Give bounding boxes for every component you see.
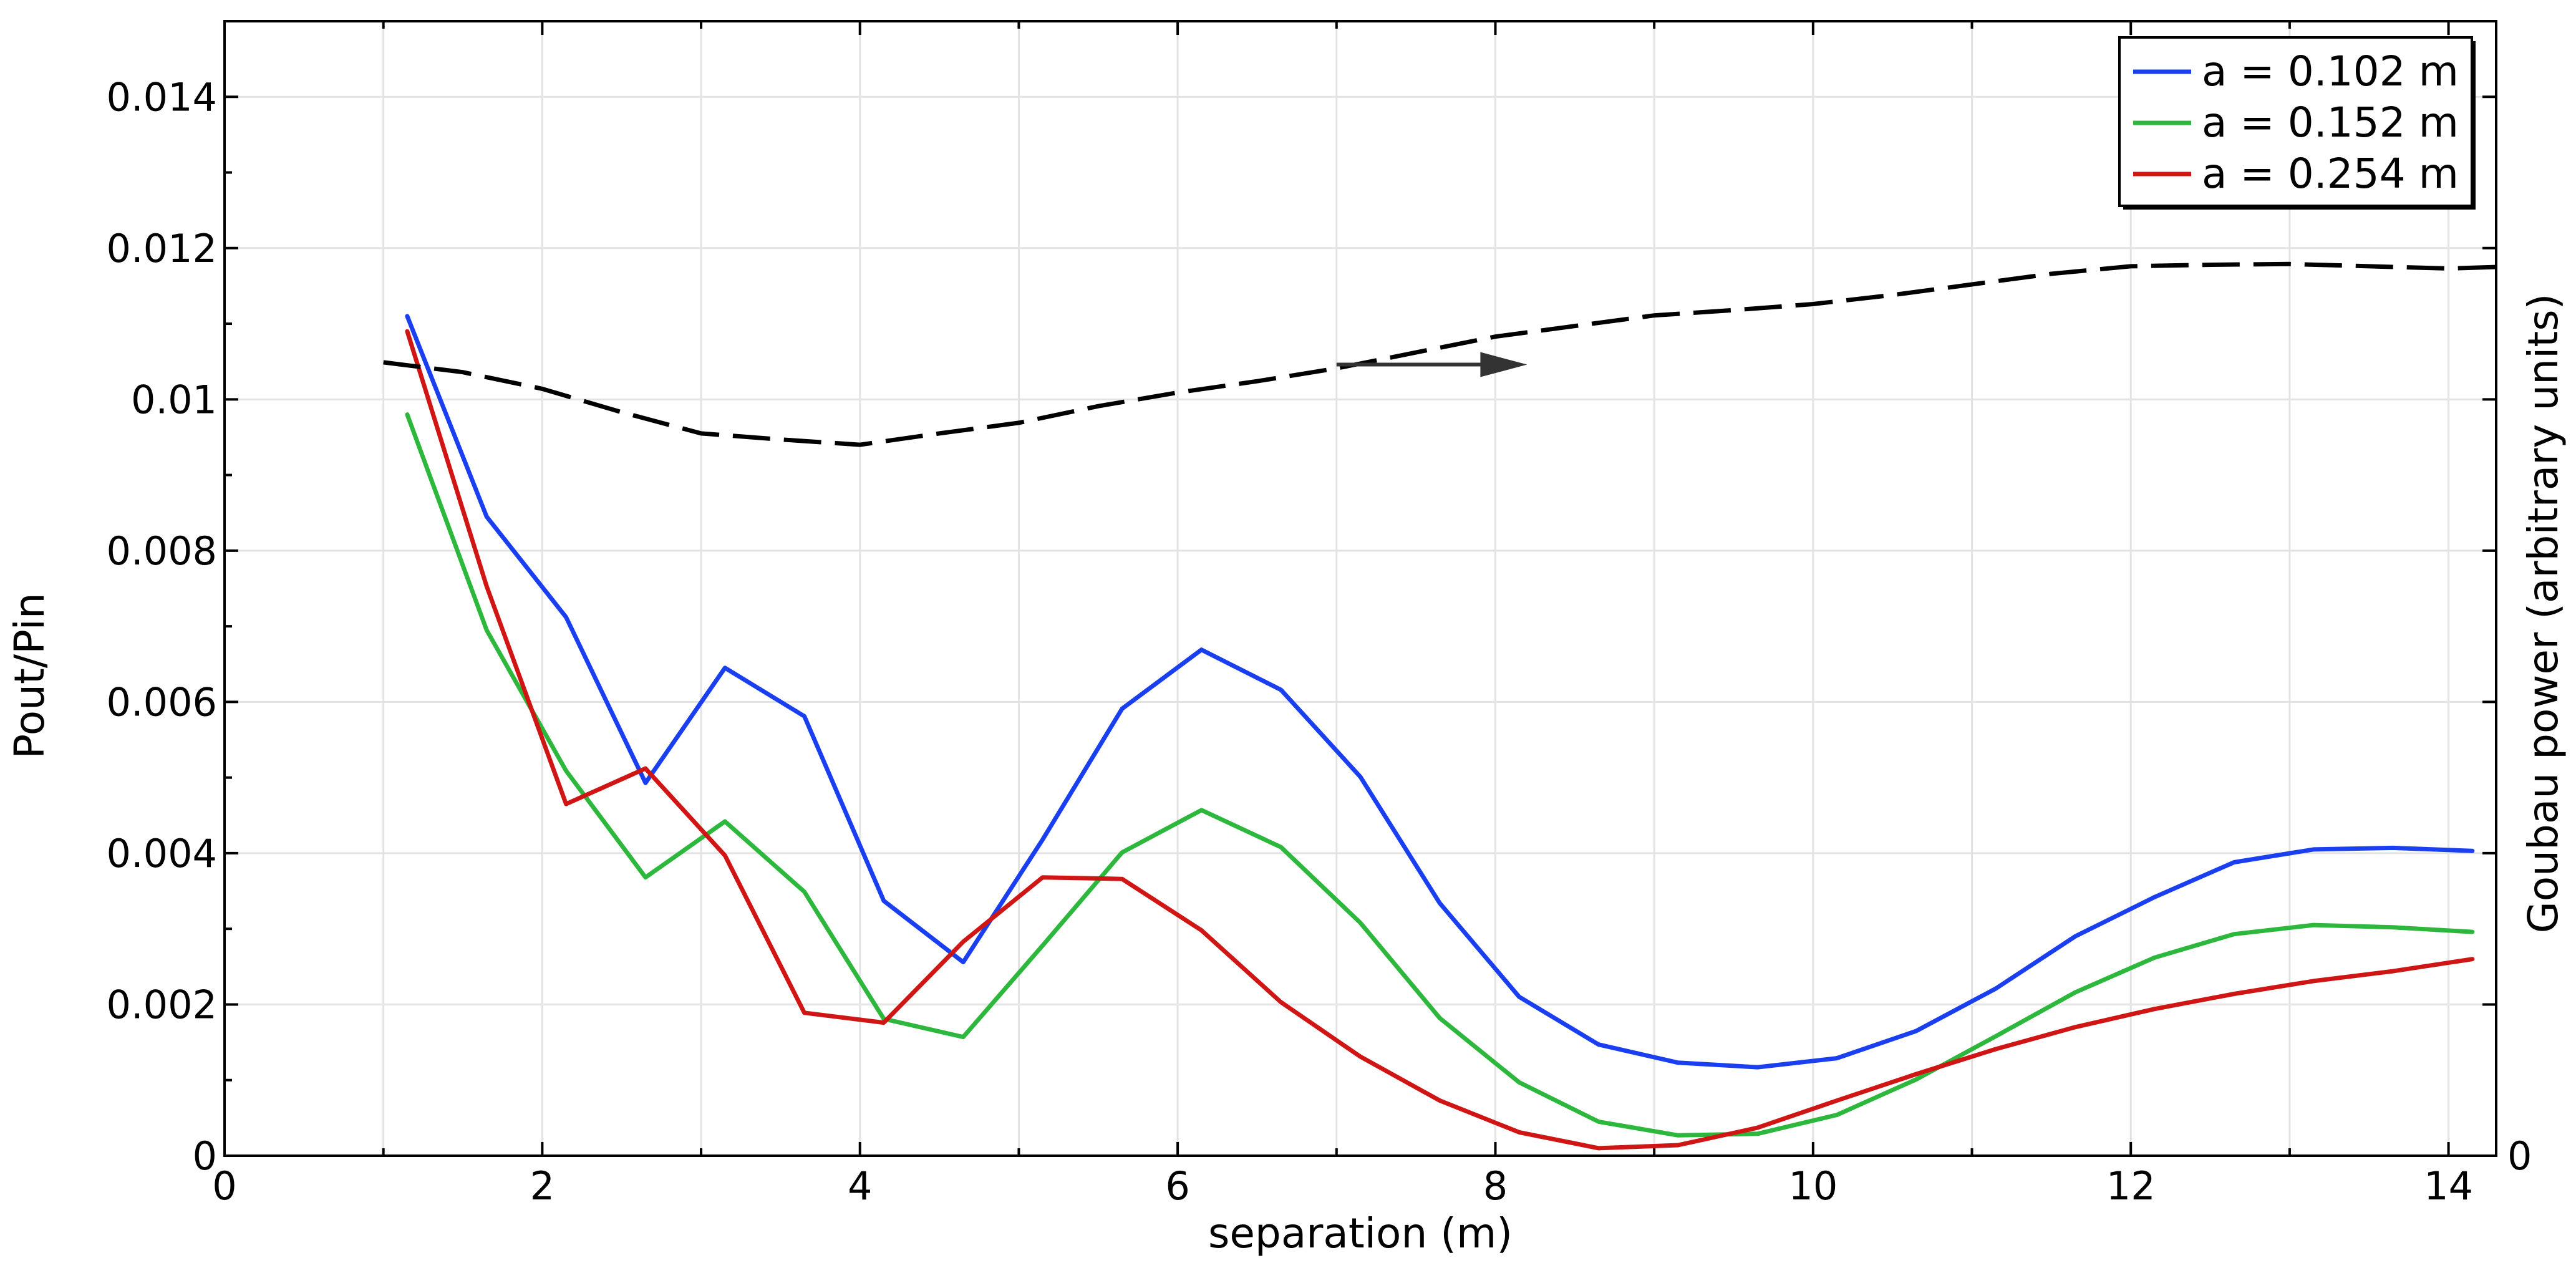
legend: a = 0.102 ma = 0.152 ma = 0.254 m xyxy=(2118,36,2476,210)
series-line-1 xyxy=(405,412,2475,1138)
y-tick-label: 0.004 xyxy=(107,831,218,876)
x-axis-label: separation (m) xyxy=(1208,1209,1513,1257)
x-tick-labels: 0 2 4 6 8 10 12 14 xyxy=(212,1163,2473,1209)
series-line-2 xyxy=(405,329,2475,1151)
legend-label: a = 0.254 m xyxy=(2202,150,2459,198)
annotations xyxy=(1336,352,1528,377)
y-tick-label: 0.012 xyxy=(107,226,218,271)
right-axis-zero-label: 0 xyxy=(2507,1133,2532,1179)
y-tick-label: 0.002 xyxy=(107,982,218,1027)
axis-ticks xyxy=(223,21,2496,1157)
y-axis-label: Pout/Pin xyxy=(6,593,54,758)
grid-lines xyxy=(225,21,2496,1156)
x-tick-label: 12 xyxy=(2106,1163,2156,1209)
series-line-0 xyxy=(405,314,2475,1070)
legend-label: a = 0.152 m xyxy=(2202,99,2459,147)
y-tick-labels: 0 0.002 0.004 0.006 0.008 0.01 0.012 0.014 xyxy=(107,74,218,1179)
x-tick-label: 2 xyxy=(530,1163,554,1209)
legend-box xyxy=(2118,36,2473,207)
x-tick-label: 0 xyxy=(212,1163,236,1209)
data-series xyxy=(383,261,2497,1151)
x-tick-label: 14 xyxy=(2424,1163,2473,1209)
y-tick-label: 0.006 xyxy=(107,679,218,725)
legend-label: a = 0.102 m xyxy=(2202,47,2459,95)
arrow-head xyxy=(1480,352,1528,377)
x-tick-label: 10 xyxy=(1788,1163,1838,1209)
right-axis-label: Goubau power (arbitrary units) xyxy=(2519,294,2567,934)
series-line-goubau xyxy=(383,261,2497,447)
y-tick-label: 0.014 xyxy=(107,74,218,120)
x-tick-label: 4 xyxy=(848,1163,872,1209)
plot-frame xyxy=(223,20,2497,1157)
x-tick-label: 8 xyxy=(1483,1163,1508,1209)
y-tick-label: 0 xyxy=(193,1133,217,1179)
x-tick-label: 6 xyxy=(1165,1163,1189,1209)
y-tick-label: 0.008 xyxy=(107,528,218,574)
y-tick-label: 0.01 xyxy=(131,377,217,422)
